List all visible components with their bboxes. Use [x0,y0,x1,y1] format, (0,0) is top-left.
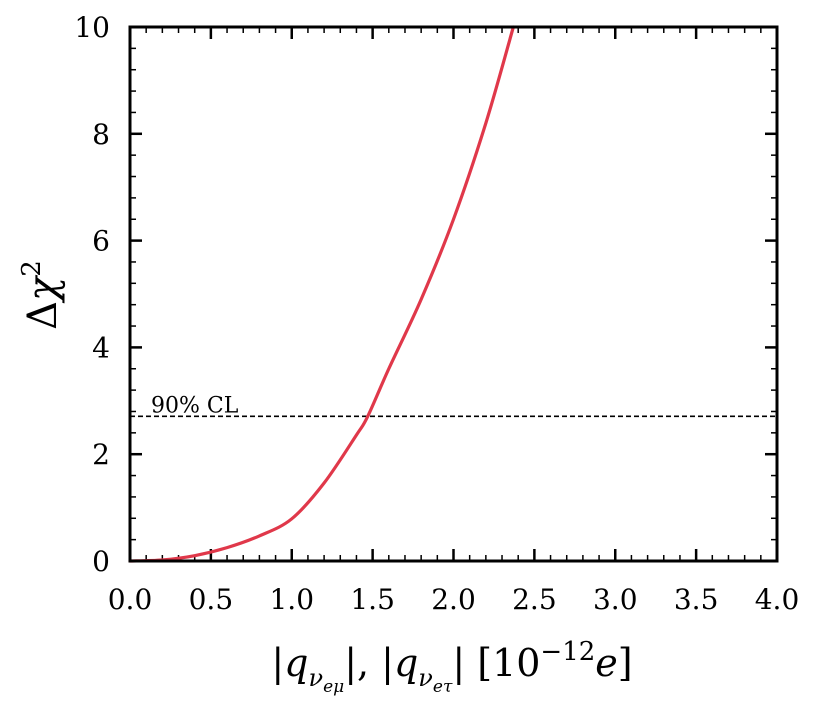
x-tick-label: 3.0 [593,583,638,616]
x-tick-label: 2.5 [512,583,557,616]
reference-line-label: 90% CL [151,393,239,418]
x-tick-label: 1.0 [269,583,314,616]
x-tick-label: 0.5 [189,583,234,616]
x-tick-label: 4.0 [755,583,800,616]
x-tick-label: 3.5 [674,583,719,616]
axis-ticks [128,25,779,563]
x-axis-label: |qνeμ|, |qνeτ| [10−12e] [271,637,632,697]
tick-labels: 0.0 0.5 1.0 1.5 2.0 2.5 3.0 3.5 4.0 0 2 4 6 8 10 [74,11,799,616]
x-tick-label: 0.0 [108,583,153,616]
y-axis-label: Δχ2 [17,260,66,330]
y-tick-label: 0 [92,545,110,578]
plot-frame [128,25,779,563]
y-tick-label: 2 [92,438,110,471]
x-tick-label: 2.0 [431,583,476,616]
y-tick-label: 6 [92,225,110,258]
y-tick-label: 8 [92,118,110,151]
y-tick-label: 10 [74,11,110,44]
y-tick-label: 4 [92,331,110,364]
x-tick-label: 1.5 [350,583,395,616]
series-line [128,25,515,563]
series-layer [128,25,515,563]
